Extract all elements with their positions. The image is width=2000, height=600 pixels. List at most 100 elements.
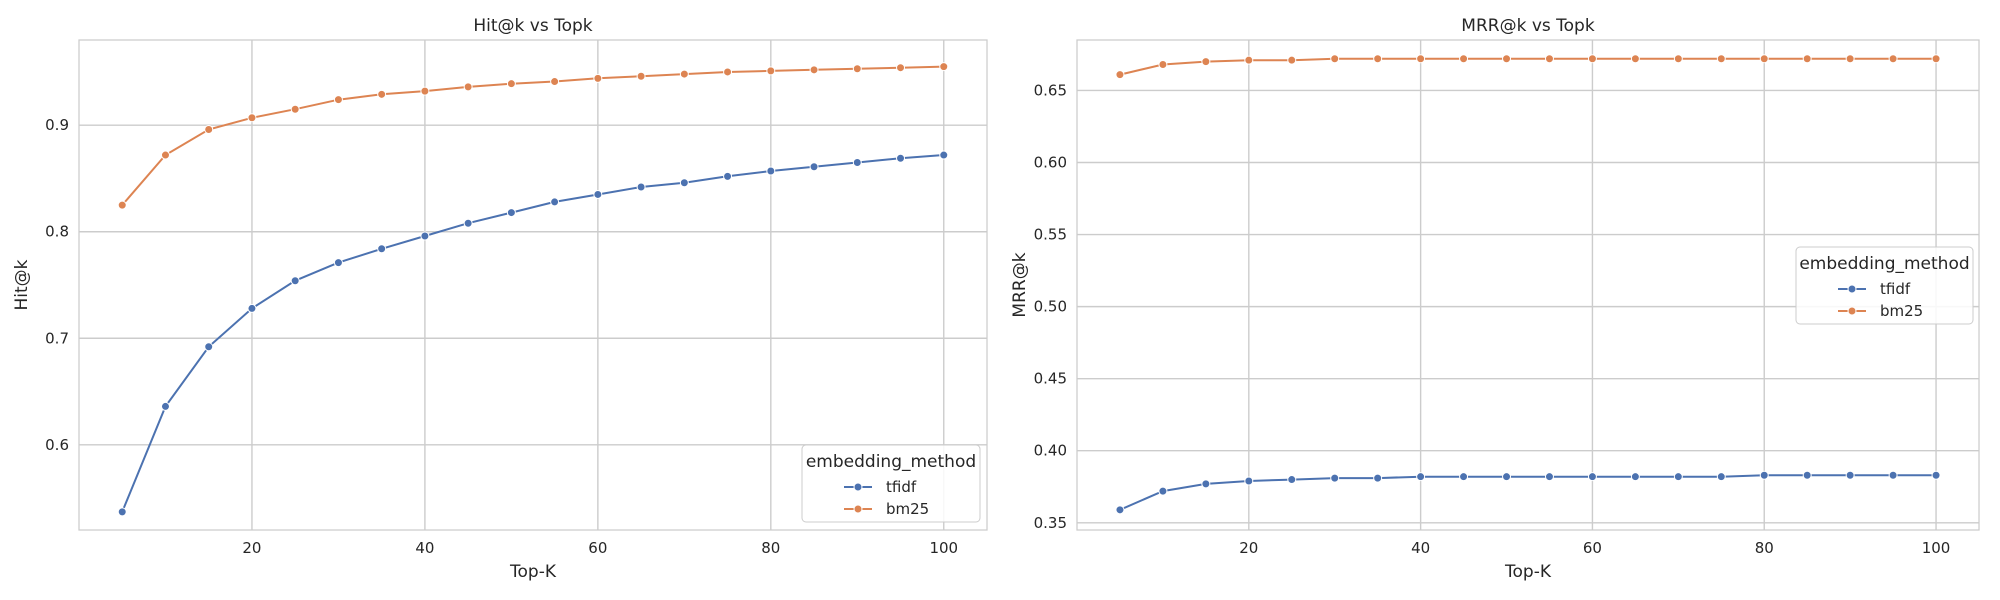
data-point-bm25: [1630, 54, 1640, 64]
data-point-tfidf: [766, 166, 776, 176]
data-point-tfidf: [1888, 470, 1898, 480]
data-point-tfidf: [1201, 479, 1211, 489]
data-point-bm25: [1802, 54, 1812, 64]
y-tick-label: 0.40: [1034, 442, 1067, 460]
legend-title: embedding_method: [806, 452, 976, 472]
data-point-bm25: [896, 63, 906, 73]
data-point-bm25: [679, 69, 689, 79]
chart-panel-1: 0.6 0.7 0.8 0.9 20 40 60 80 100 Hit@k vs Topk Top-…: [12, 16, 988, 582]
data-point-tfidf: [204, 342, 214, 352]
legend-swatch-marker: [1847, 284, 1857, 294]
data-point-tfidf: [463, 218, 473, 228]
series-line-bm25: [121, 65, 944, 206]
x-tick-label: 20: [1239, 539, 1258, 557]
data-point-tfidf: [550, 197, 560, 207]
x-axis-label: Top-K: [1504, 562, 1552, 582]
data-point-tfidf: [1158, 486, 1168, 496]
data-point-bm25: [636, 71, 646, 81]
data-point-tfidf: [852, 158, 862, 167]
data-point-tfidf: [247, 303, 257, 313]
data-point-tfidf: [1373, 473, 1383, 483]
data-point-bm25: [1459, 54, 1469, 64]
data-point-bm25: [1158, 60, 1168, 69]
chart-title: Hit@k vs Topk: [473, 16, 592, 36]
data-point-bm25: [1587, 54, 1597, 64]
data-point-tfidf: [1759, 470, 1769, 480]
data-point-bm25: [420, 86, 430, 96]
legend-label-tfidf: tfidf: [886, 478, 917, 496]
series-tfidf: [1115, 470, 1941, 515]
data-point-tfidf: [723, 171, 733, 181]
y-tick-label: 0.65: [1034, 81, 1067, 99]
chart-title: MRR@k vs Topk: [1461, 16, 1595, 36]
data-point-bm25: [1373, 54, 1383, 64]
data-point-bm25: [723, 67, 733, 77]
y-tick-label: 0.45: [1034, 370, 1067, 388]
legend-swatch-marker: [853, 482, 863, 492]
data-point-tfidf: [1544, 472, 1554, 482]
x-tick-label: 100: [1922, 539, 1951, 557]
data-point-tfidf: [1287, 475, 1297, 485]
data-point-bm25: [766, 66, 776, 76]
data-point-tfidf: [1931, 470, 1941, 480]
data-point-bm25: [809, 65, 819, 75]
data-point-tfidf: [1416, 472, 1426, 482]
data-point-bm25: [377, 89, 387, 99]
data-point-bm25: [290, 104, 300, 114]
data-point-bm25: [1201, 57, 1211, 67]
data-point-bm25: [247, 113, 257, 123]
data-point-bm25: [204, 124, 214, 134]
data-point-bm25: [1673, 54, 1683, 64]
legend-box: [1795, 246, 1974, 325]
data-point-tfidf: [1802, 470, 1812, 480]
data-point-bm25: [939, 62, 949, 72]
x-tick-label: 80: [761, 539, 780, 557]
data-point-tfidf: [1330, 473, 1340, 483]
data-point-bm25: [1287, 55, 1297, 65]
data-point-tfidf: [636, 182, 646, 192]
data-point-bm25: [1759, 54, 1769, 64]
x-tick-label: 80: [1755, 539, 1774, 557]
data-point-tfidf: [1115, 505, 1125, 515]
data-point-tfidf: [333, 258, 343, 268]
data-point-bm25: [1716, 54, 1726, 64]
x-tick-label: 20: [242, 539, 261, 557]
legend-label-bm25: bm25: [1880, 302, 1923, 320]
y-tick-label: 0.9: [45, 116, 69, 134]
data-point-tfidf: [1845, 470, 1855, 480]
data-point-tfidf: [117, 507, 127, 517]
y-tick-label: 0.50: [1034, 298, 1067, 316]
series-bm25: [117, 62, 949, 210]
data-point-tfidf: [939, 150, 949, 160]
x-tick-label: 60: [588, 539, 607, 557]
y-tick-label: 0.35: [1034, 514, 1067, 532]
y-axis-label: Hit@k: [12, 259, 32, 310]
data-point-tfidf: [593, 189, 603, 199]
x-axis-label: Top-K: [509, 562, 557, 582]
series-tfidf: [117, 150, 949, 517]
data-point-tfidf: [1716, 472, 1726, 482]
data-point-bm25: [852, 64, 862, 74]
legend-box: [801, 444, 981, 523]
y-tick-label: 0.6: [45, 436, 69, 454]
legend-label-tfidf: tfidf: [1880, 280, 1911, 298]
series-bm25: [1115, 54, 1941, 80]
series-line-bm25: [1119, 57, 1936, 76]
data-point-tfidf: [1502, 472, 1512, 482]
data-point-bm25: [333, 95, 343, 105]
data-point-bm25: [1931, 54, 1941, 64]
data-point-bm25: [1115, 70, 1125, 80]
data-point-bm25: [1888, 54, 1898, 64]
data-point-bm25: [1330, 54, 1340, 64]
data-point-bm25: [1244, 55, 1254, 65]
x-tick-label: 100: [929, 539, 958, 557]
data-point-tfidf: [679, 178, 689, 188]
data-point-bm25: [1544, 54, 1554, 64]
y-tick-label: 0.8: [45, 223, 69, 241]
data-point-bm25: [1416, 54, 1426, 64]
y-axis-label: MRR@k: [1010, 252, 1030, 317]
data-point-tfidf: [809, 162, 819, 172]
data-point-tfidf: [1630, 472, 1640, 482]
series-line-tfidf: [1119, 474, 1936, 511]
